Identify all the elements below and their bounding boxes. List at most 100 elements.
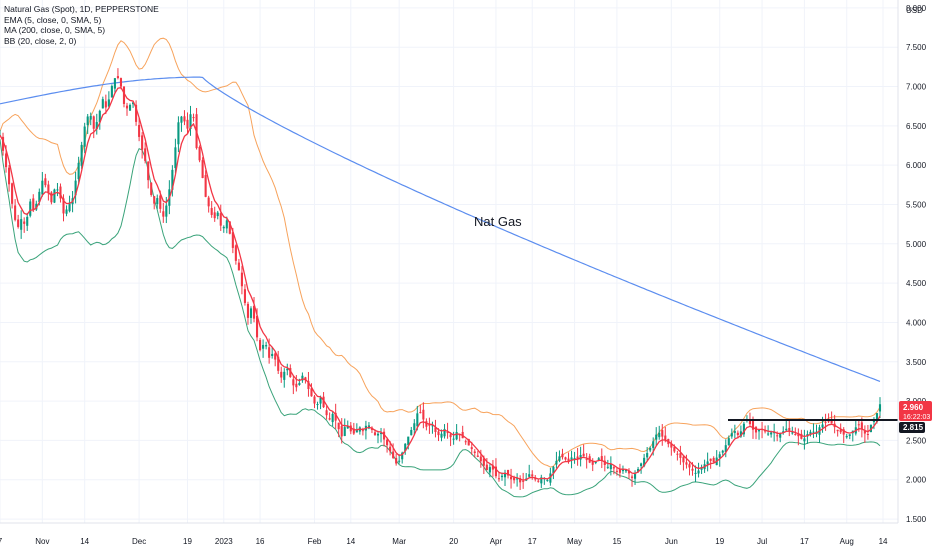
candle-body	[86, 116, 89, 126]
candle-body	[546, 480, 549, 482]
candle-body	[292, 379, 295, 386]
candle-body	[289, 367, 292, 378]
price-axis[interactable]: 1.5002.0002.5003.0003.5004.0004.5005.000…	[906, 4, 927, 524]
candle-body	[231, 232, 234, 248]
candle-body	[609, 464, 612, 470]
candle-body	[125, 105, 129, 109]
x-tick-label: Jun	[665, 537, 678, 546]
candle-body	[757, 429, 761, 432]
candle-body	[4, 153, 8, 168]
candle-body	[101, 99, 104, 109]
candle-body	[482, 458, 485, 466]
candle-body	[116, 76, 119, 79]
candle-body	[500, 475, 504, 478]
candle-body	[664, 435, 667, 441]
candle-body	[389, 446, 392, 452]
candle-body	[128, 104, 132, 111]
y-tick-label: 2.000	[906, 476, 927, 485]
candle-body	[283, 371, 286, 380]
candle-body	[68, 202, 71, 212]
x-tick-label: 17	[528, 537, 537, 546]
candle-body	[62, 198, 65, 214]
candle-body	[165, 205, 168, 217]
candle-body	[767, 433, 770, 435]
candle-body	[23, 221, 26, 224]
candle-body	[603, 460, 606, 465]
candle-body	[748, 419, 752, 425]
candle-body	[479, 456, 482, 462]
candle-body	[147, 161, 150, 181]
candle-body	[658, 432, 661, 438]
x-tick-label: 7	[0, 537, 3, 546]
candle-body	[243, 289, 247, 303]
candle-body	[803, 438, 806, 442]
candle-body	[449, 434, 452, 438]
candle-body	[624, 470, 628, 472]
candle-body	[77, 162, 80, 180]
candle-body	[252, 305, 256, 319]
y-tick-label: 4.500	[906, 279, 927, 288]
x-tick-label: Aug	[840, 537, 854, 546]
candle-body	[549, 473, 552, 483]
candle-body	[573, 458, 576, 460]
candle-body	[754, 427, 758, 433]
chart-annotation: Nat Gas	[474, 214, 522, 229]
candle-body	[192, 117, 195, 119]
candle-body	[788, 427, 791, 431]
candle-body	[255, 315, 259, 338]
bb-upper-path	[0, 37, 881, 468]
candle-body	[431, 425, 434, 427]
candle-body	[470, 447, 473, 450]
candle-body	[373, 432, 377, 435]
candle-body	[189, 114, 192, 129]
candle-body	[268, 347, 271, 358]
candle-body	[280, 371, 283, 378]
candle-body	[398, 460, 401, 462]
candle-body	[135, 104, 138, 122]
candle-body	[53, 189, 56, 203]
candle-body	[271, 353, 274, 356]
candle-body	[337, 422, 340, 430]
candle-body	[467, 438, 470, 446]
candle-body	[74, 180, 77, 196]
candle-body	[222, 226, 225, 229]
time-axis[interactable]: 7 Nov 14 Dec 19 2023 16 Feb 14 Mar 20 Apr 17 May 15 Jun…	[0, 537, 888, 546]
candle-body	[718, 454, 721, 458]
candle-body	[343, 427, 346, 436]
candle-body	[325, 410, 328, 416]
ma-200-line	[0, 76, 881, 382]
candle-body	[44, 178, 47, 186]
candle-body	[564, 457, 567, 460]
candle-body	[878, 404, 882, 412]
candle-body	[751, 421, 755, 430]
candle-body	[316, 404, 319, 406]
x-tick-label: 16	[256, 537, 265, 546]
candle-body	[446, 432, 449, 434]
candle-body	[770, 432, 773, 435]
candle-body	[646, 453, 649, 458]
level-price-tag: 2.815	[899, 422, 925, 433]
candle-body	[555, 460, 558, 465]
candle-body	[485, 464, 488, 471]
y-tick-label: 1.500	[906, 515, 927, 524]
candle-body	[237, 262, 240, 271]
candle-body	[875, 413, 879, 422]
candle-body	[673, 447, 676, 452]
candle-body	[637, 468, 640, 472]
candle-body	[17, 219, 20, 227]
chart-legend[interactable]: Natural Gas (Spot), 1D, PEPPERSTONE EMA …	[4, 4, 159, 46]
candle-body	[661, 430, 664, 437]
candle-body	[727, 438, 730, 446]
candle-body	[866, 433, 869, 435]
candle-body	[491, 465, 494, 470]
candle-body	[452, 438, 455, 440]
candle-body	[65, 209, 68, 214]
last-price: 2.960	[903, 403, 924, 412]
candle-body	[225, 220, 228, 229]
x-tick-label: Jul	[757, 537, 767, 546]
candle-body	[310, 388, 313, 397]
legend-ma: MA (200, close, 0, SMA, 5)	[4, 25, 106, 35]
candle-body	[676, 453, 679, 455]
y-tick-label: 3.500	[906, 358, 927, 367]
